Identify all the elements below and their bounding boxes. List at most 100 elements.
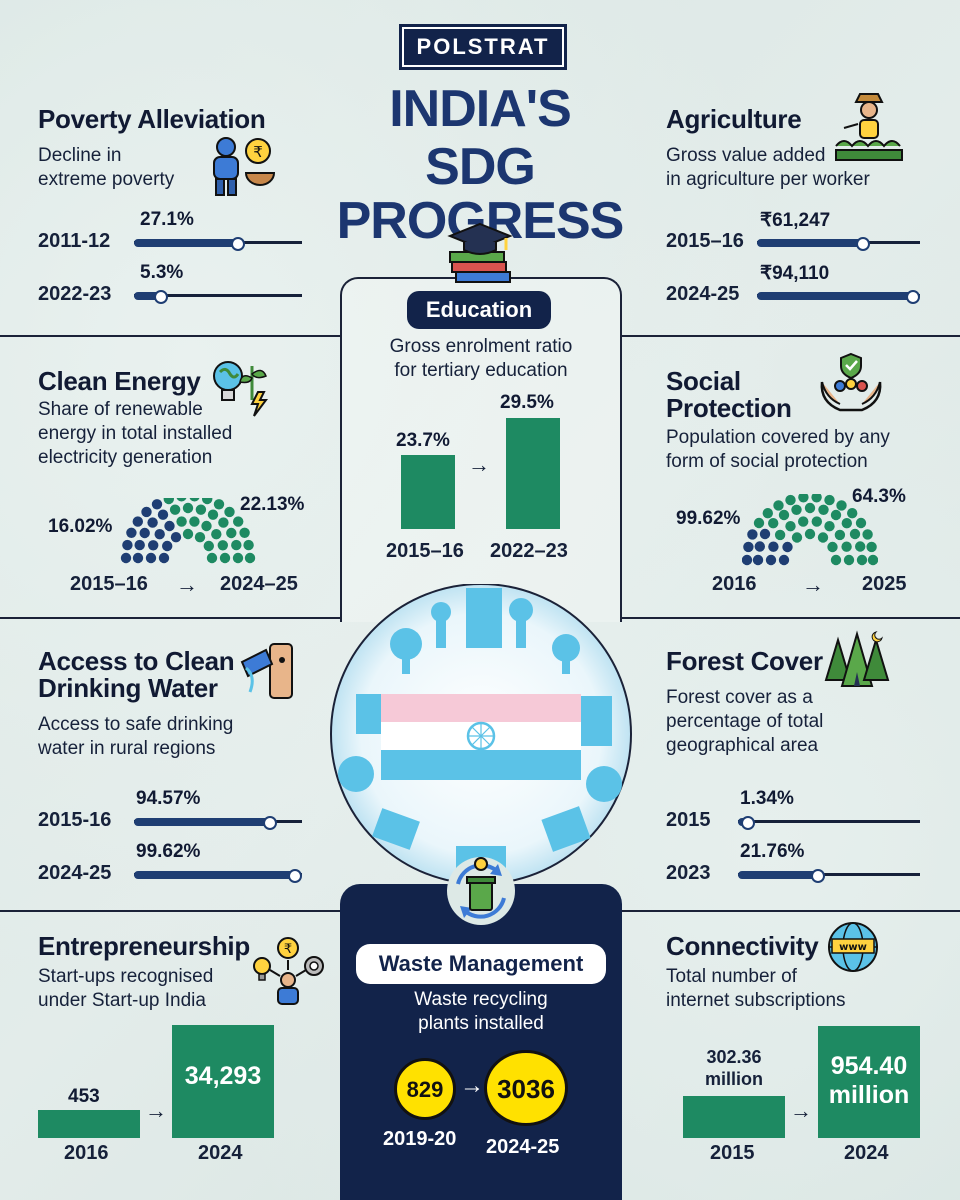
forest-icon xyxy=(824,630,890,687)
social-arc-dot xyxy=(862,529,873,540)
social-arc-dot xyxy=(804,528,816,540)
social-arc-dot xyxy=(849,528,861,540)
water-value-2: 99.62% xyxy=(136,841,201,862)
education-value-2: 29.5% xyxy=(500,392,554,413)
connectivity-bar-1 xyxy=(683,1096,785,1138)
clean-energy-arc-dot xyxy=(239,527,250,538)
clean-energy-arrow: → xyxy=(176,572,198,597)
startup-idea-icon: ₹ xyxy=(253,937,324,1005)
poverty-title: Poverty Alleviation xyxy=(38,104,266,134)
social-arc-dot xyxy=(841,518,852,529)
clean-energy-arc-dot xyxy=(170,532,182,543)
connectivity-value-2-number: 954.40 xyxy=(830,1052,908,1080)
clean-energy-arc-dot xyxy=(145,552,157,564)
waste-desc-2: plants installed xyxy=(418,1013,544,1034)
clean-energy-arc-dot xyxy=(211,529,222,540)
clean-energy-arc-dot xyxy=(176,498,187,502)
divider-bottom-right xyxy=(622,910,960,912)
connectivity-value-2-unit: million xyxy=(828,1081,910,1109)
poverty-icon: ₹ xyxy=(213,137,276,196)
social-arc-dot xyxy=(811,494,822,503)
agriculture-desc-1: Gross value added xyxy=(666,145,826,166)
water-desc-2: water in rural regions xyxy=(38,738,216,759)
poverty-desc-1: Decline in xyxy=(38,145,122,166)
agriculture-title: Agriculture xyxy=(666,104,802,134)
clean-energy-arc-dot xyxy=(141,506,152,518)
water-bar-marker-1 xyxy=(263,816,277,830)
social-arc-dot xyxy=(798,516,809,527)
social-arc-dot xyxy=(782,541,793,553)
forest-bar-track-1 xyxy=(738,820,920,823)
social-arc-dot xyxy=(836,500,847,511)
social-arc-dot xyxy=(754,541,765,552)
poverty-year-1: 2011-12 xyxy=(38,230,111,252)
clean-energy-arc-dot xyxy=(207,509,219,520)
svg-text:www: www xyxy=(839,942,867,953)
clean-energy-end-year: 2024–25 xyxy=(220,573,298,595)
social-arc-dot xyxy=(768,518,779,529)
clean-energy-arc-dot xyxy=(132,552,144,564)
clean-energy-desc-3: electricity generation xyxy=(38,447,213,468)
forest-value-2: 21.76% xyxy=(740,841,805,862)
waste-panel xyxy=(340,884,622,1200)
clean-energy-arc-dot xyxy=(203,540,214,552)
agriculture-desc-2: in agriculture per worker xyxy=(666,169,870,190)
divider-top-right xyxy=(622,335,960,337)
social-arc-dot xyxy=(804,502,816,514)
farmer-icon xyxy=(835,93,903,161)
education-desc-2: for tertiary education xyxy=(394,360,568,381)
waste-desc-1: Waste recycling xyxy=(414,989,548,1010)
clean-energy-start-value: 16.02% xyxy=(48,516,113,537)
social-desc-2: form of social protection xyxy=(666,451,868,472)
clean-energy-arc-dot xyxy=(122,539,133,551)
clean-energy-arc-dot xyxy=(231,539,242,551)
agriculture-bar-marker-1 xyxy=(856,237,870,251)
entrepreneurship-arrow: → xyxy=(145,1098,167,1123)
clean-energy-desc-1: Share of renewable xyxy=(38,399,203,420)
clean-energy-arc-dot xyxy=(244,552,256,564)
social-desc-1: Population covered by any xyxy=(666,427,890,448)
brand-logo: POLSTRAT xyxy=(399,24,567,70)
water-value-1: 94.57% xyxy=(136,788,201,809)
recycling-bin-icon xyxy=(447,857,515,925)
social-arc-dot xyxy=(778,554,790,566)
renewable-energy-icon xyxy=(213,361,268,417)
social-arc-dot xyxy=(742,554,753,566)
education-desc-1: Gross enrolment ratio xyxy=(389,336,573,357)
clean-energy-arc-dot xyxy=(224,506,235,518)
forest-year-1: 2015 xyxy=(666,809,711,831)
clean-energy-arc-dot xyxy=(201,520,212,532)
social-arc-dot xyxy=(773,500,784,511)
social-arc-dot xyxy=(811,516,822,527)
social-title-1: Social xyxy=(666,366,741,396)
divider-mid-left xyxy=(0,617,340,619)
connectivity-value-1-number: 302.36 xyxy=(706,1047,762,1067)
connectivity-bar-2 xyxy=(818,1026,920,1138)
social-arc-dot xyxy=(762,508,773,519)
clean-energy-arc-dot xyxy=(213,499,225,510)
social-arc-dot xyxy=(824,521,835,532)
clean-energy-arc-dot xyxy=(164,520,175,532)
water-bar-fill-1 xyxy=(134,818,270,826)
clean-energy-arc-dot xyxy=(132,516,143,527)
clean-energy-arc-dot xyxy=(206,552,218,564)
forest-bar-fill-2 xyxy=(738,871,818,879)
connectivity-year-2: 2024 xyxy=(844,1142,889,1164)
water-year-2: 2024-25 xyxy=(38,862,112,884)
connectivity-year-1: 2015 xyxy=(710,1142,755,1164)
waste-arrow: → xyxy=(460,1072,484,1099)
clean-energy-arc-dot xyxy=(134,539,145,551)
poverty-bar-track-2 xyxy=(134,294,302,297)
waste-start-year: 2019-20 xyxy=(383,1128,457,1150)
social-arc-dot xyxy=(856,554,868,566)
clean-energy-arc-dot xyxy=(157,509,169,520)
social-arc-dot xyxy=(768,541,779,552)
social-arrow: → xyxy=(802,572,824,597)
social-arc-dot xyxy=(847,508,858,519)
social-arc-dot xyxy=(743,541,754,553)
entrepreneurship-desc-2: under Start-up India xyxy=(38,990,206,1011)
clean-energy-arc-dot xyxy=(243,539,254,551)
forest-title: Forest Cover xyxy=(666,646,823,676)
forest-desc-3: geographical area xyxy=(666,735,819,756)
connectivity-value-1: 302.36 million xyxy=(683,1046,785,1090)
